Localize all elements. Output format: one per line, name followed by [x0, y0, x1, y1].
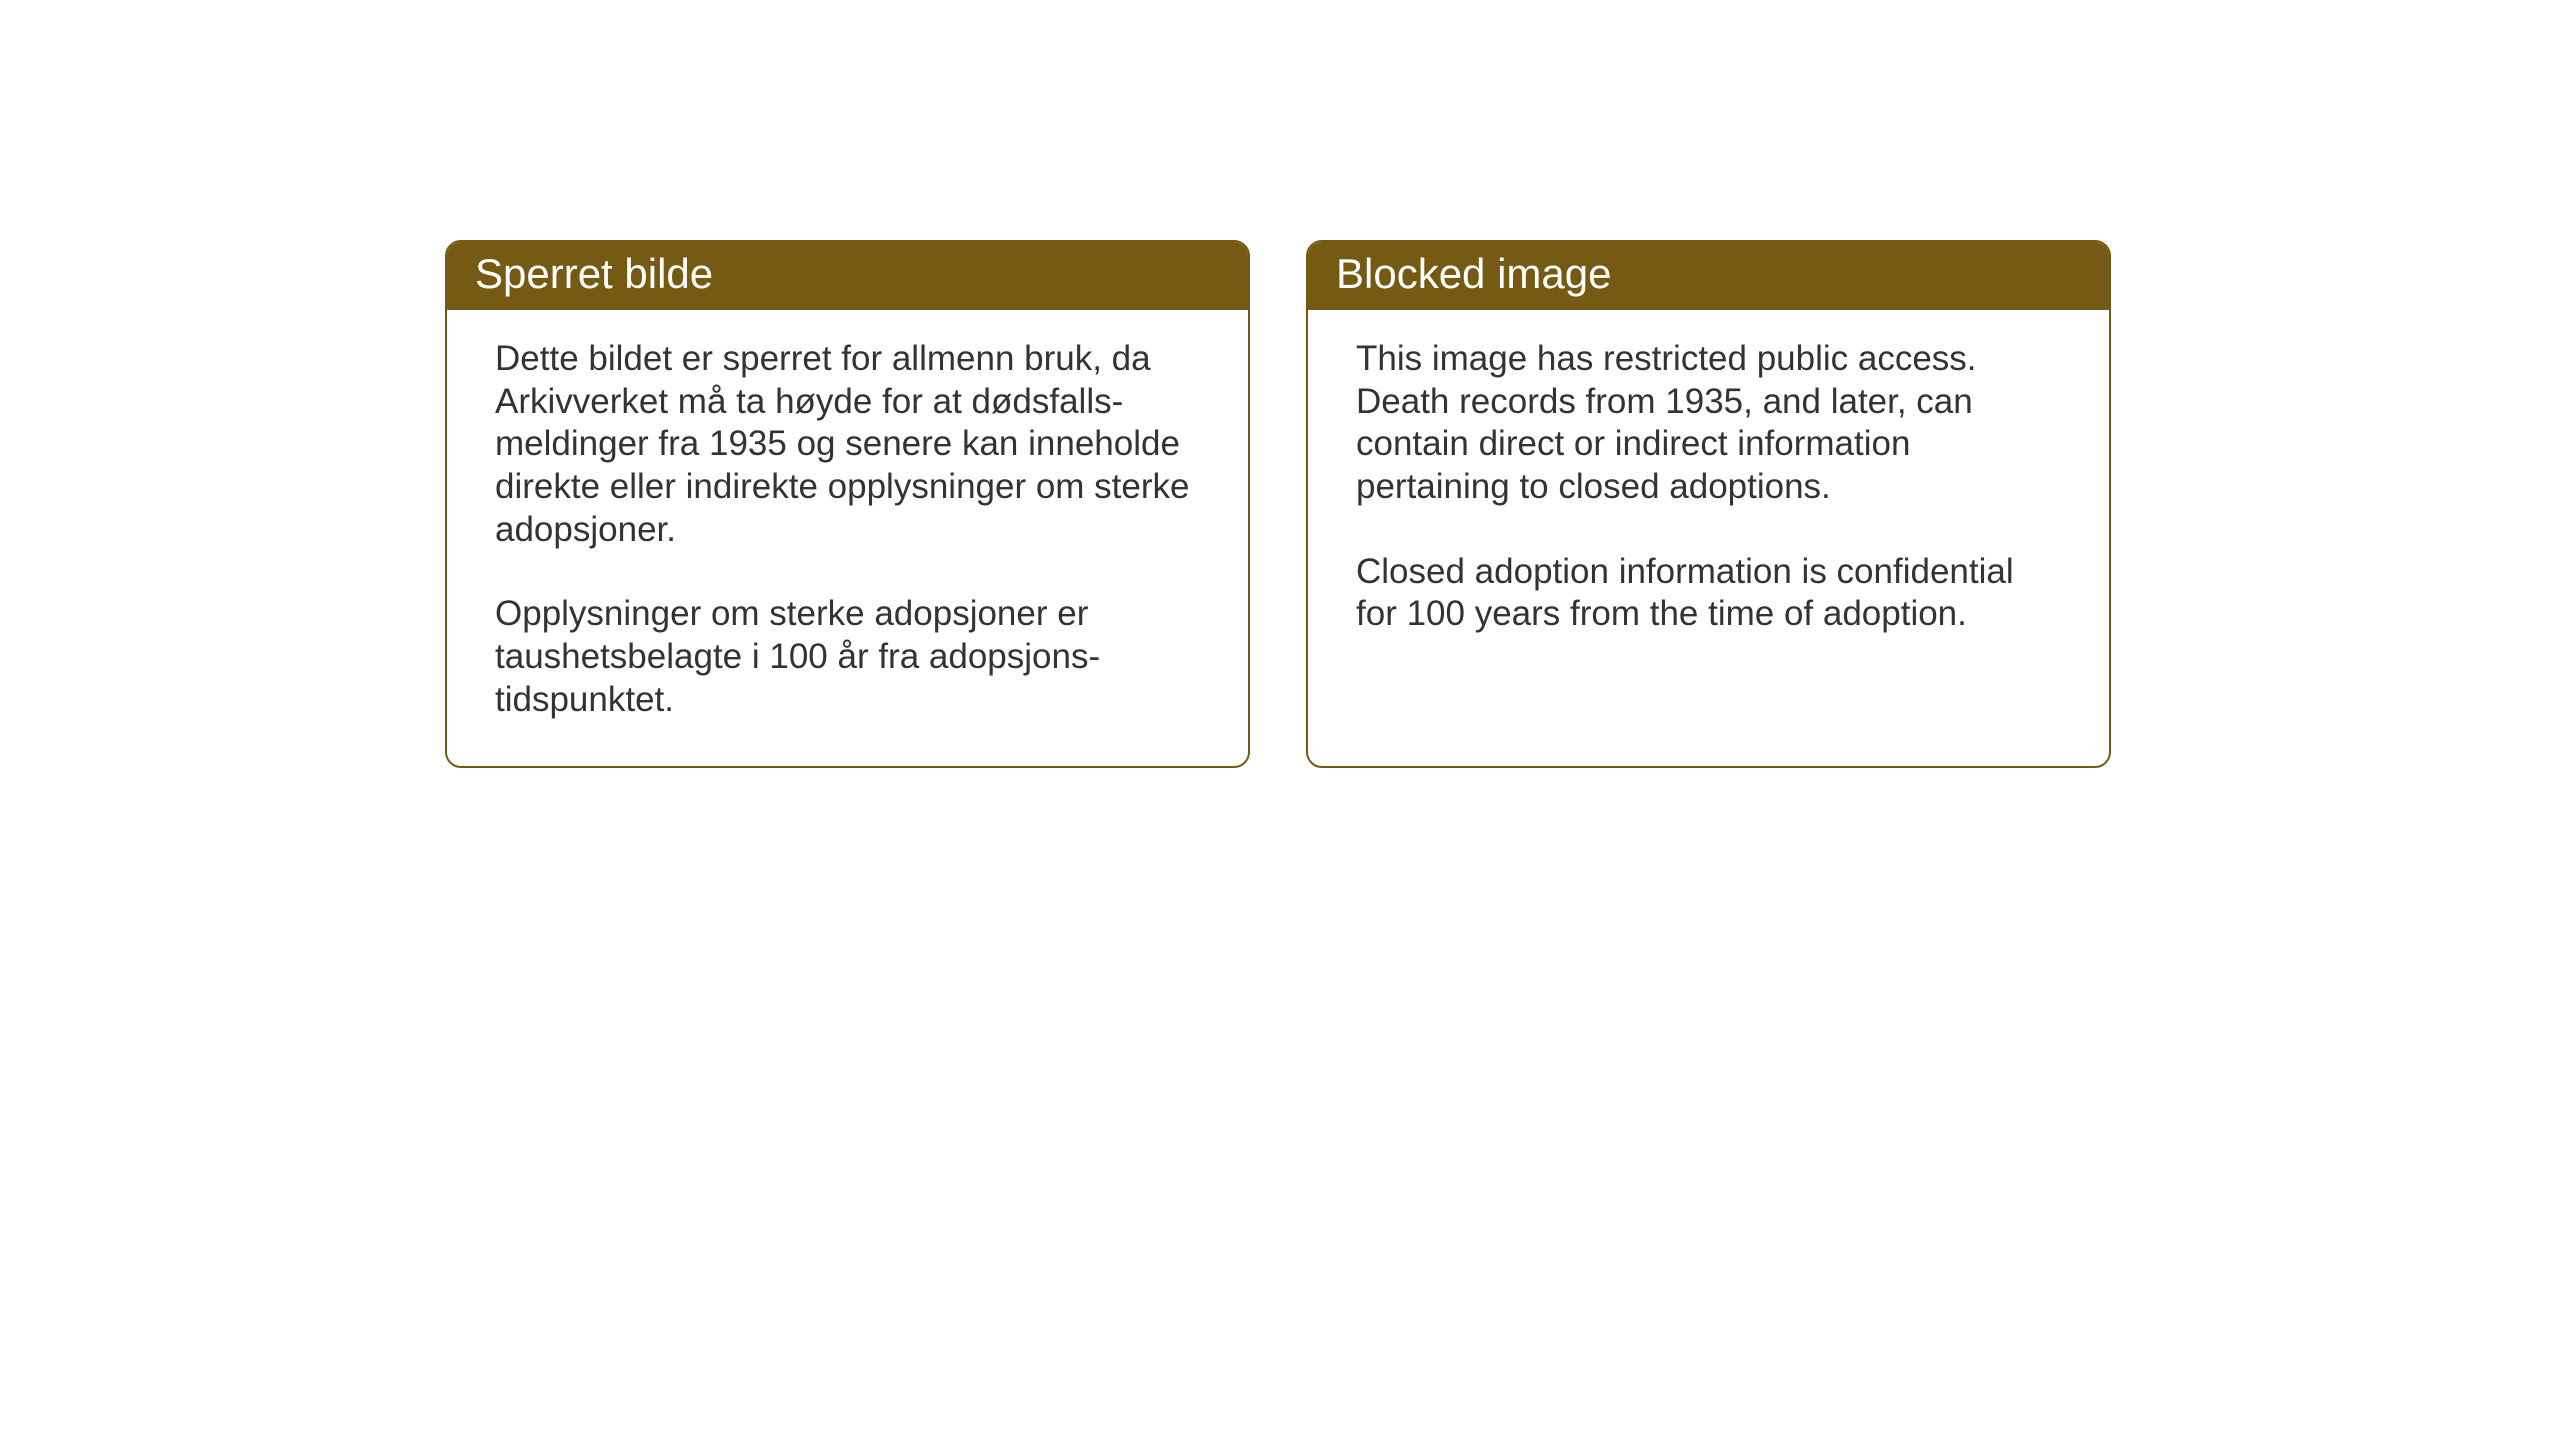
- notice-header-norwegian: Sperret bilde: [447, 242, 1248, 310]
- notice-paragraph-1-norwegian: Dette bildet er sperret for allmenn bruk…: [495, 338, 1200, 551]
- notice-card-english: Blocked image This image has restricted …: [1306, 240, 2111, 768]
- notice-body-norwegian: Dette bildet er sperret for allmenn bruk…: [447, 310, 1248, 766]
- notice-body-english: This image has restricted public access.…: [1308, 310, 2109, 680]
- notice-card-norwegian: Sperret bilde Dette bildet er sperret fo…: [445, 240, 1250, 768]
- notice-paragraph-2-english: Closed adoption information is confident…: [1356, 551, 2061, 636]
- notice-header-english: Blocked image: [1308, 242, 2109, 310]
- notice-paragraph-2-norwegian: Opplysninger om sterke adopsjoner er tau…: [495, 593, 1200, 721]
- notice-paragraph-1-english: This image has restricted public access.…: [1356, 338, 2061, 509]
- notice-container: Sperret bilde Dette bildet er sperret fo…: [445, 240, 2111, 768]
